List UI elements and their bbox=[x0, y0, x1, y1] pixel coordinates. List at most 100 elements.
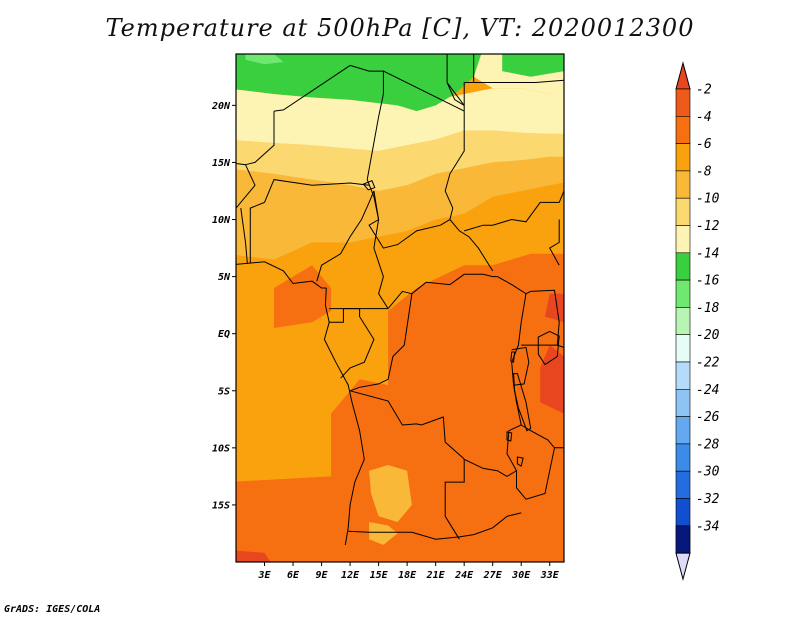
grads-credit: GrADS: IGES/COLA bbox=[4, 604, 101, 615]
lat-tick-label: 15S bbox=[212, 500, 230, 511]
lon-tick-label: 12E bbox=[341, 570, 360, 581]
colorbar-label: -20 bbox=[696, 328, 720, 343]
axis-ticks: 20N 15N 10N 5N EQ 5S 10S 15S 3E 6E 9E 12E 15E 18E 21E 2… bbox=[211, 101, 560, 581]
colorbar-top-arrow bbox=[675, 61, 691, 90]
colorbar-swatch bbox=[675, 443, 691, 472]
border-cameroon-car bbox=[373, 190, 389, 309]
colorbar-label: -30 bbox=[696, 465, 720, 480]
colorbar-swatch bbox=[675, 498, 691, 527]
border-coast-gulf bbox=[236, 261, 327, 289]
field-cool-band bbox=[236, 130, 564, 191]
lat-tick-label: 5S bbox=[218, 386, 230, 397]
colorbar-swatch bbox=[675, 197, 691, 226]
lake-tanganyika bbox=[513, 373, 532, 432]
border-drc-angola bbox=[349, 390, 508, 477]
colorbar-swatch bbox=[675, 116, 691, 144]
colorbar-swatch bbox=[675, 225, 691, 254]
border-sudan-south bbox=[464, 190, 564, 232]
colorbar-swatch bbox=[675, 143, 691, 172]
colorbar-label: -10 bbox=[696, 192, 720, 207]
colorbar-label: -8 bbox=[696, 164, 712, 179]
border-angola-namibia bbox=[348, 530, 474, 540]
border-libya-chad bbox=[383, 70, 465, 112]
lat-tick-label: EQ bbox=[218, 329, 230, 340]
border-togo-ghana bbox=[240, 208, 248, 265]
country-borders bbox=[236, 54, 564, 545]
colorbar-label: -32 bbox=[696, 492, 720, 507]
border-gabon bbox=[329, 308, 375, 379]
border-niger-chad bbox=[366, 70, 384, 180]
colorbar-label: -22 bbox=[696, 356, 720, 371]
temperature-field bbox=[236, 54, 564, 562]
field-cooler-band bbox=[236, 88, 564, 151]
lat-tick-label: 15N bbox=[212, 158, 231, 169]
lake-bangweulu bbox=[516, 456, 524, 467]
field-colder-patch bbox=[245, 54, 284, 65]
colorbar-label: -12 bbox=[696, 219, 720, 234]
colorbar-swatch bbox=[675, 279, 691, 308]
colorbar-swatch bbox=[675, 470, 691, 499]
lake-victoria bbox=[537, 330, 560, 366]
colorbar-label: -6 bbox=[696, 137, 712, 152]
border-nigeria-cameroon bbox=[316, 190, 375, 282]
field-mild-patch-central bbox=[369, 465, 412, 522]
field-cold-ne-patch bbox=[502, 54, 564, 77]
border-zambia-south bbox=[473, 512, 522, 536]
map-frame bbox=[235, 53, 565, 563]
border-angola-zambia bbox=[444, 459, 465, 540]
lon-tick-label: 27E bbox=[483, 570, 503, 581]
lat-tick-label: 10S bbox=[212, 443, 230, 454]
colorbar-label: -34 bbox=[696, 519, 719, 534]
lon-tick-label: 3E bbox=[257, 570, 271, 581]
colorbar-label: -14 bbox=[696, 246, 719, 261]
border-burkina bbox=[236, 163, 256, 209]
colorbar-bottom-block bbox=[675, 525, 691, 554]
border-benin bbox=[249, 201, 265, 263]
colorbar-bottom-arrow bbox=[675, 552, 691, 582]
border-libya-sudan bbox=[463, 54, 475, 106]
colorbar-label: -28 bbox=[696, 437, 720, 452]
border-car-drc bbox=[411, 273, 498, 295]
field-mild-band bbox=[236, 156, 564, 260]
border-nile-sudan bbox=[446, 54, 465, 106]
lat-tick-label: 20N bbox=[211, 101, 231, 112]
lon-tick-label: 21E bbox=[426, 570, 446, 581]
border-sudan-chad-north bbox=[446, 82, 465, 112]
border-congo-drc bbox=[349, 290, 413, 392]
lat-tick-label: 5N bbox=[218, 272, 231, 283]
lon-tick-label: 30E bbox=[511, 570, 531, 581]
field-warmest-sw bbox=[236, 550, 271, 562]
chart-title: Temperature at 500hPa [C], VT: 202001230… bbox=[105, 14, 695, 42]
lat-tick-label: 10N bbox=[212, 215, 231, 226]
border-mali-niger bbox=[245, 111, 275, 166]
colorbar-label: -16 bbox=[696, 274, 720, 289]
lon-tick-label: 9E bbox=[316, 570, 329, 581]
lake-chad bbox=[362, 180, 376, 191]
colorbar-swatch bbox=[675, 388, 691, 417]
lake-mweru bbox=[506, 431, 513, 442]
field-warmest-east bbox=[540, 345, 564, 414]
lon-tick-label: 24E bbox=[454, 570, 474, 581]
lake-kivu bbox=[510, 351, 516, 363]
colorbar-swatch bbox=[675, 88, 691, 117]
field-very-warm-south bbox=[236, 253, 564, 562]
colorbar-label: -4 bbox=[696, 110, 712, 125]
lon-tick-label: 18E bbox=[398, 570, 417, 581]
colorbar-label: -24 bbox=[696, 383, 719, 398]
border-tanzania bbox=[520, 344, 564, 449]
border-niger-algeria bbox=[273, 64, 370, 112]
colorbar-swatch bbox=[675, 416, 691, 445]
colorbar-label: -26 bbox=[696, 410, 720, 425]
colorbar-swatch bbox=[675, 361, 691, 390]
lon-tick-label: 33E bbox=[540, 570, 560, 581]
colorbar-label: -2 bbox=[696, 83, 712, 98]
colorbar-label: -18 bbox=[696, 301, 720, 316]
colorbar-swatch bbox=[675, 334, 691, 363]
colorbar-swatch bbox=[675, 252, 691, 281]
field-cold-north bbox=[236, 54, 482, 112]
border-drc-east bbox=[497, 276, 527, 471]
border-sudan-ssudan-east bbox=[549, 219, 560, 266]
field-warmest-east2 bbox=[545, 293, 564, 323]
colorbar: -2 -4 -6 -8 -10 -12 -14 -16 -18 -20 -22 -24 -26 -28 -3… bbox=[675, 61, 720, 582]
